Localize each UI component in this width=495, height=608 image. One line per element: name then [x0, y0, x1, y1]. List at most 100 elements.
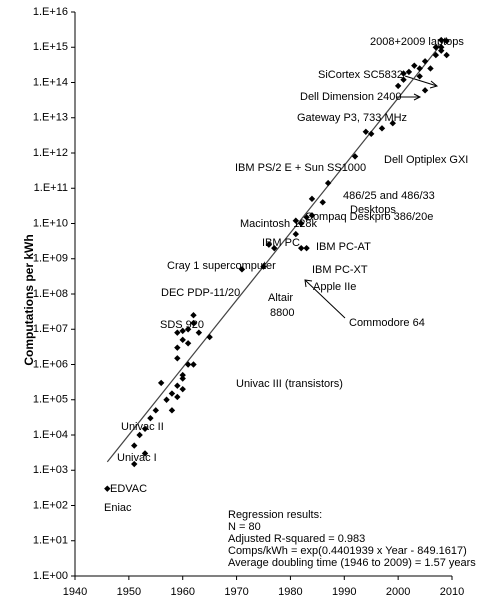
point — [168, 407, 176, 414]
point — [394, 82, 402, 90]
point — [190, 319, 197, 327]
x-tick-label: 1940 — [63, 586, 87, 598]
annotation: Compaq Deskpro 386/20e — [305, 211, 433, 223]
arrow — [304, 279, 346, 319]
annotation: EDVAC — [110, 483, 147, 495]
point — [174, 329, 181, 336]
y-tick-label: 1.E+03 — [33, 464, 68, 476]
point — [190, 361, 197, 368]
annotation: IBM PC-AT — [316, 241, 371, 253]
x-tick-label: 1980 — [278, 586, 302, 598]
point — [298, 244, 305, 252]
point — [319, 199, 326, 206]
point — [308, 212, 316, 219]
point — [400, 76, 407, 83]
point — [298, 220, 305, 227]
point — [405, 68, 413, 76]
arrows — [304, 75, 439, 319]
annotation: SiCortex SC5832 — [318, 69, 403, 81]
point — [432, 44, 440, 51]
point — [174, 344, 181, 351]
y-tick-label: 1.E+08 — [33, 288, 68, 300]
regression-text: N = 80 — [228, 521, 261, 533]
point — [303, 214, 310, 221]
annotation: SDS 920 — [160, 319, 204, 331]
annotation: Apple IIe — [313, 281, 356, 293]
x-tick-label: 2010 — [440, 586, 464, 598]
point — [324, 179, 332, 187]
point — [400, 70, 407, 77]
y-tick-label: 1.E+12 — [33, 147, 68, 159]
regression-text: Regression results: — [228, 509, 322, 521]
point — [147, 414, 154, 422]
x-tick-label: 1970 — [224, 586, 248, 598]
point — [443, 51, 450, 59]
annotation: Univac II — [121, 421, 164, 433]
point — [179, 336, 186, 344]
point — [174, 355, 181, 362]
y-tick-label: 1.E+02 — [33, 499, 68, 511]
point — [179, 385, 186, 393]
annotation: Desktops — [350, 204, 396, 216]
point — [411, 62, 418, 69]
y-tick-label: 1.E+07 — [33, 323, 68, 335]
point — [174, 382, 181, 389]
x-tick-label: 1990 — [332, 586, 356, 598]
point — [184, 361, 192, 368]
trendline — [106, 37, 448, 463]
point — [195, 329, 203, 336]
point — [292, 217, 300, 224]
annotation: IBM PS/2 E + Sun SS1000 — [235, 162, 366, 174]
point — [427, 65, 434, 72]
point — [389, 120, 396, 127]
point — [271, 244, 278, 252]
point — [421, 58, 429, 65]
point — [168, 390, 176, 397]
point — [378, 125, 386, 132]
y-tick-label: 1.E+14 — [33, 76, 68, 88]
annotation: Commodore 64 — [349, 317, 425, 329]
annotation: DEC PDP-11/20 — [161, 287, 240, 299]
annotation: Dell Optiplex GXI — [384, 154, 468, 166]
annotation: 486/25 and 486/33 — [343, 190, 435, 202]
annotation: Univac III (transistors) — [236, 378, 343, 390]
point — [184, 326, 192, 333]
point — [432, 51, 440, 59]
arrow-head — [304, 279, 313, 288]
point — [303, 244, 310, 252]
y-tick-label: 1.E+11 — [34, 182, 68, 194]
point — [131, 460, 138, 468]
y-tick-label: 1.E+16 — [33, 6, 68, 18]
point — [141, 450, 149, 457]
arrow — [404, 75, 438, 87]
point — [163, 396, 170, 403]
annotation: IBM PC — [262, 237, 300, 249]
y-tick-label: 1.E+01 — [33, 535, 68, 547]
annotation: Gateway P3, 733 MHz — [297, 112, 407, 124]
y-tick-label: 1.E+13 — [33, 112, 68, 124]
point — [362, 128, 370, 135]
point — [438, 47, 445, 54]
y-tick-label: 1.E+15 — [33, 41, 68, 53]
annotation: Univac I — [117, 452, 157, 464]
point — [152, 407, 159, 414]
point — [308, 195, 316, 203]
arrow-head — [429, 80, 439, 89]
point — [443, 37, 450, 45]
y-tick-label: 1.E+09 — [33, 253, 68, 265]
y-tick-label: 1.E+04 — [33, 429, 68, 441]
y-tick-label: 1.E+00 — [33, 570, 68, 582]
annotation: 8800 — [270, 307, 294, 319]
y-tick-label: 1.E+05 — [33, 394, 68, 406]
regression-text: Comps/kWh = exp(0.4401939 x Year - 849.1… — [228, 545, 467, 557]
point — [368, 130, 375, 138]
point — [238, 266, 246, 273]
x-tick-label: 1950 — [117, 586, 141, 598]
point — [260, 263, 267, 270]
y-axis-title: Computations per kWh — [22, 234, 36, 365]
point — [179, 327, 186, 335]
point — [416, 73, 423, 80]
point — [131, 442, 138, 449]
point — [190, 312, 197, 319]
